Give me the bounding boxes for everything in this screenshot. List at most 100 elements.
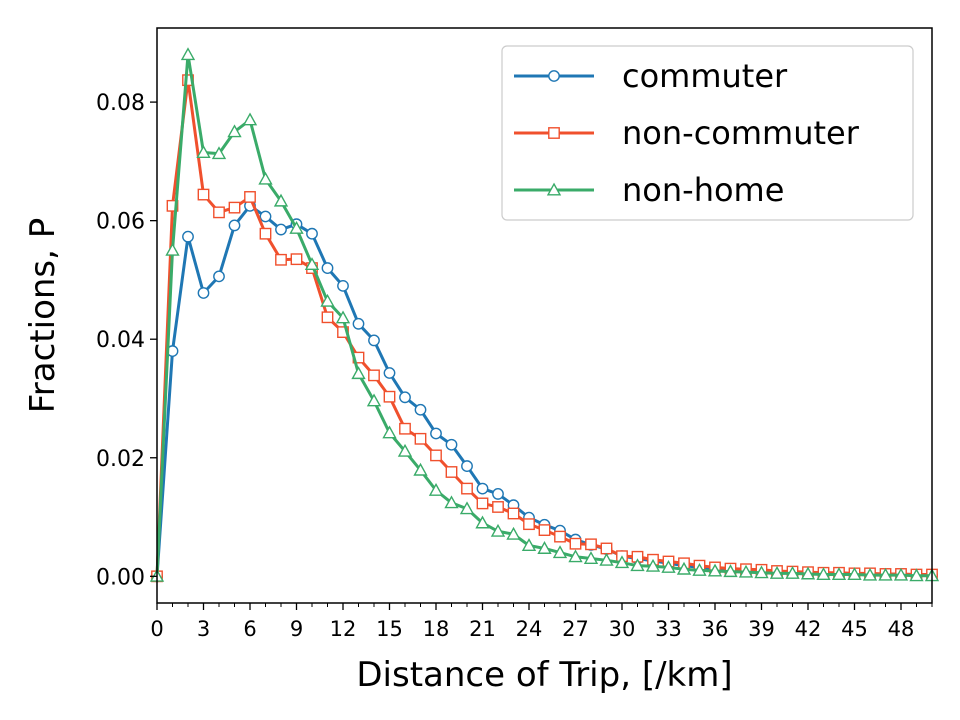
data-point <box>382 425 397 439</box>
y-axis: 0.00 0.02 0.04 0.06 0.08 <box>96 91 157 590</box>
data-point <box>366 393 382 407</box>
data-point <box>228 201 241 214</box>
x-tick-label: 27 <box>562 617 589 641</box>
data-point <box>413 462 428 476</box>
series-layer <box>149 47 940 583</box>
data-point <box>909 568 924 582</box>
legend-label: non-commuter <box>622 114 860 152</box>
data-point <box>430 427 442 440</box>
x-tick-label: 12 <box>330 617 357 641</box>
data-point <box>197 287 210 299</box>
data-point <box>507 507 520 520</box>
data-point <box>461 460 473 472</box>
data-point <box>197 188 210 201</box>
data-point <box>196 145 211 158</box>
data-point <box>492 501 504 513</box>
data-point <box>568 549 583 563</box>
legend-label: commuter <box>622 57 788 95</box>
data-point <box>583 551 599 565</box>
data-point <box>816 567 831 581</box>
data-point <box>630 558 645 572</box>
data-point <box>599 552 614 566</box>
legend-entry-non-home: non-home <box>514 171 784 209</box>
data-point <box>242 112 258 126</box>
data-point <box>476 482 489 495</box>
data-point <box>213 206 225 219</box>
data-point <box>569 537 582 550</box>
data-point <box>368 369 380 382</box>
data-point <box>800 566 816 580</box>
data-point <box>661 560 676 573</box>
data-point <box>304 257 320 271</box>
x-tick-label: 30 <box>609 617 636 641</box>
data-point <box>352 317 365 330</box>
data-point <box>259 210 272 223</box>
data-point <box>537 541 552 554</box>
x-axis-label: Distance of Trip, [/km] <box>356 655 732 695</box>
legend-label: non-home <box>622 171 784 209</box>
y-tick-label: 0.02 <box>96 447 145 472</box>
data-point <box>476 497 489 510</box>
data-point <box>614 555 630 569</box>
legend-marker <box>546 182 562 196</box>
data-point <box>383 390 396 403</box>
data-point <box>321 262 334 274</box>
legend-marker <box>548 127 560 139</box>
legend-marker <box>548 70 560 82</box>
data-point <box>289 220 304 234</box>
data-point <box>723 564 738 578</box>
x-axis: 0 3 6 9 12 15 18 21 24 27 30 33 36 39 42 45 48 <box>150 603 933 641</box>
data-point <box>692 562 707 576</box>
data-point <box>337 279 349 292</box>
y-axis-label: Fractions, P <box>23 218 63 414</box>
y-tick-label: 0.00 <box>96 565 145 590</box>
x-tick-label: 45 <box>841 617 868 641</box>
data-point <box>275 253 287 266</box>
x-tick-label: 48 <box>888 617 915 641</box>
x-tick-label: 0 <box>150 617 163 641</box>
data-point <box>430 449 442 462</box>
data-point <box>290 253 303 266</box>
data-point <box>461 482 473 495</box>
data-point <box>428 482 444 496</box>
data-point <box>444 495 459 509</box>
y-tick-label: 0.06 <box>96 210 145 235</box>
data-point <box>676 561 692 575</box>
data-point <box>414 403 427 416</box>
data-point <box>166 199 179 212</box>
data-point <box>785 565 800 579</box>
data-point <box>521 538 537 551</box>
data-point <box>445 466 458 478</box>
x-tick-label: 24 <box>516 617 543 641</box>
data-point <box>414 432 427 445</box>
x-tick-label: 3 <box>197 617 210 641</box>
data-point <box>862 567 878 581</box>
data-point <box>351 366 366 380</box>
data-point <box>399 422 411 435</box>
data-point <box>213 270 225 283</box>
data-point <box>475 515 490 529</box>
data-point <box>383 367 396 379</box>
data-point <box>459 501 475 515</box>
data-point <box>244 191 256 203</box>
x-tick-label: 42 <box>795 617 822 641</box>
y-tick-label: 0.04 <box>96 328 145 353</box>
data-point <box>397 443 413 457</box>
data-point <box>182 230 194 243</box>
x-tick-label: 6 <box>243 617 256 641</box>
data-point <box>273 193 289 207</box>
y-tick-label: 0.08 <box>96 91 145 116</box>
x-tick-label: 39 <box>748 617 775 641</box>
x-tick-label: 21 <box>469 617 496 641</box>
data-point <box>165 242 180 256</box>
data-point <box>258 171 273 185</box>
data-point <box>585 538 597 551</box>
data-point <box>368 334 380 347</box>
data-point <box>259 227 272 240</box>
data-point <box>506 526 521 540</box>
data-point <box>754 565 769 579</box>
x-tick-label: 15 <box>376 617 403 641</box>
data-point <box>492 488 504 500</box>
data-point <box>707 563 723 577</box>
